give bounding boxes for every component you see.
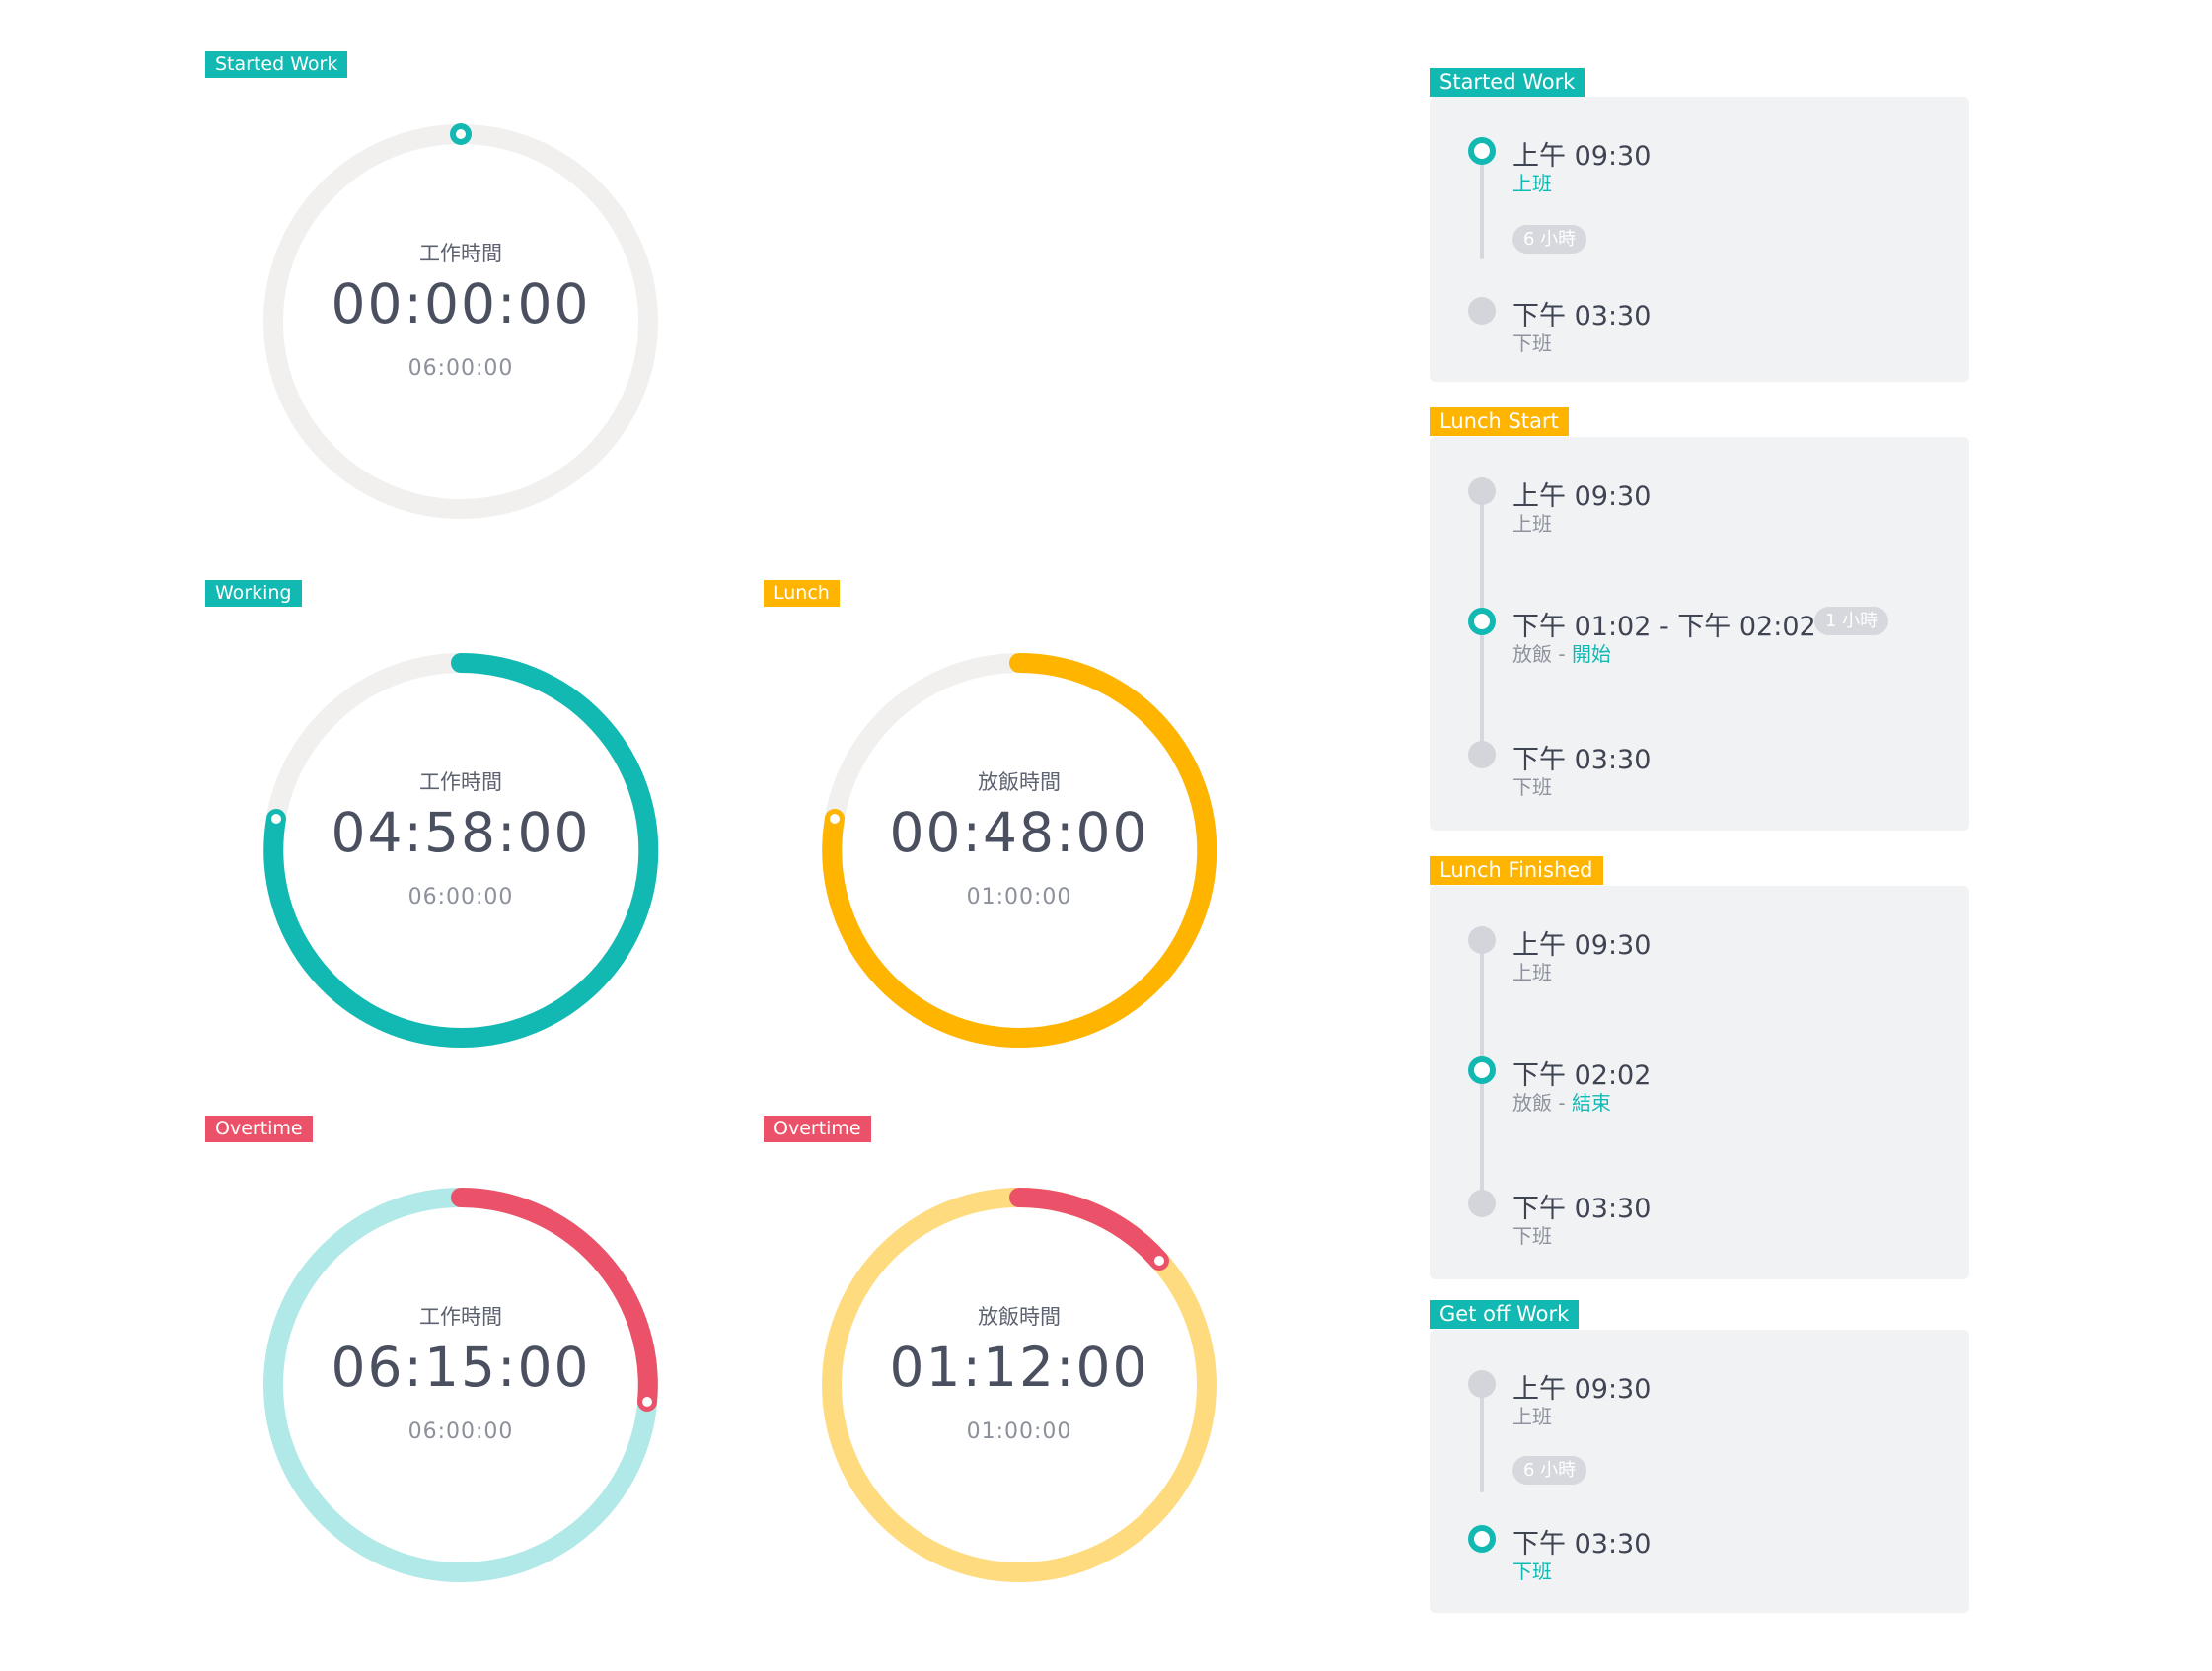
state-tag-overtime: Overtime [764, 1116, 871, 1142]
schedule-tag-lunch-start: Lunch Start [1430, 407, 1569, 436]
timeline-dot-active [1468, 137, 1496, 165]
entry-label: 下班 [1512, 1224, 1552, 1248]
entry-label-status: 開始 [1571, 642, 1611, 666]
timer-ring-graphic [263, 123, 658, 519]
schedule-card: 上午 09:30 上班 下午 01:02 - 下午 02:02 1 小時 放飯 … [1430, 437, 1969, 831]
state-tag-lunch: Lunch [764, 580, 840, 607]
elapsed-time: 00:00:00 [331, 272, 591, 335]
progress-arc [263, 653, 659, 1048]
entry-label: 下班 [1512, 775, 1552, 799]
timeline-dot-active [1468, 1056, 1496, 1084]
entry-time: 下午 03:30 [1512, 745, 1652, 775]
timer-ring-graphic [822, 1188, 1217, 1582]
progress-knob [830, 814, 840, 824]
elapsed-time: 06:15:00 [331, 1336, 591, 1399]
timeline-dot-active [1468, 608, 1496, 635]
state-tag-overtime: Overtime [205, 1116, 313, 1142]
timer-label: 工作時間 [419, 242, 502, 265]
schedule-tag-get-off-work: Get off Work [1430, 1300, 1580, 1329]
entry-label: 放飯 - 開始 [1512, 638, 1611, 667]
duration-pill: 6 小時 [1512, 1456, 1587, 1485]
timeline-dot [1468, 1190, 1496, 1217]
timer-ring-graphic [263, 1188, 658, 1582]
entry-time: 上午 09:30 [1512, 141, 1652, 172]
overtime-arc [1009, 1188, 1169, 1271]
work-timer-ring: 工作時間 06:15:00 06:00:00 [254, 1178, 668, 1592]
entry-time: 下午 03:30 [1512, 1194, 1652, 1224]
target-time: 01:00:00 [966, 1419, 1072, 1444]
lunch-timer-ring: 放飯時間 01:12:00 01:00:00 [812, 1178, 1226, 1592]
timer-label: 工作時間 [419, 1305, 502, 1329]
timeline-dot [1468, 1370, 1496, 1398]
timer-label: 放飯時間 [978, 1305, 1061, 1329]
entry-time: 上午 09:30 [1512, 481, 1652, 512]
schedule-card: 上午 09:30 上班 下午 02:02 放飯 - 結束 下午 03:30 下班 [1430, 886, 1969, 1279]
timer-label: 放飯時間 [978, 770, 1061, 794]
duration-pill: 1 小時 [1814, 607, 1889, 635]
target-time: 06:00:00 [407, 885, 514, 909]
state-tag-working: Working [205, 580, 302, 607]
work-timer-ring: 工作時間 00:00:00 06:00:00 [254, 114, 668, 529]
entry-label: 放飯 - 結束 [1512, 1087, 1611, 1116]
entry-label: 上班 [1512, 1405, 1552, 1428]
duration-pill: 6 小時 [1512, 225, 1587, 254]
timer-ring-graphic [822, 653, 1217, 1048]
timer-label: 工作時間 [419, 770, 502, 794]
progress-knob [271, 814, 281, 824]
timeline-dot [1468, 926, 1496, 954]
progress-knob [642, 1397, 652, 1407]
entry-label: 下班 [1512, 1560, 1552, 1583]
target-time: 06:00:00 [407, 356, 514, 381]
progress-knob [450, 123, 472, 145]
elapsed-time: 04:58:00 [331, 801, 591, 864]
elapsed-time: 01:12:00 [889, 1336, 1149, 1399]
entry-label: 上班 [1512, 172, 1552, 195]
schedule-tag-started-work: Started Work [1430, 68, 1585, 97]
entry-time: 上午 09:30 [1512, 930, 1652, 961]
entry-time: 下午 03:30 [1512, 301, 1652, 331]
timeline-dot [1468, 297, 1496, 325]
overtime-arc [451, 1188, 658, 1412]
timeline-dot [1468, 477, 1496, 505]
timer-ring-graphic [263, 653, 659, 1048]
entry-time: 上午 09:30 [1512, 1374, 1652, 1405]
timeline-dot [1468, 741, 1496, 768]
elapsed-time: 00:48:00 [889, 801, 1149, 864]
entry-label-status: 結束 [1571, 1091, 1611, 1115]
schedule-card: 上午 09:30 上班 6 小時 下午 03:30 下班 [1430, 97, 1969, 382]
work-timer-ring: 工作時間 04:58:00 06:00:00 [254, 643, 668, 1057]
lunch-timer-ring: 放飯時間 00:48:00 01:00:00 [812, 643, 1226, 1057]
entry-label: 上班 [1512, 961, 1552, 984]
timeline-line [1480, 151, 1484, 259]
schedule-card: 上午 09:30 上班 6 小時 下午 03:30 下班 [1430, 1330, 1969, 1613]
schedule-tag-lunch-finished: Lunch Finished [1430, 856, 1603, 885]
timeline-line [1480, 1384, 1484, 1492]
entry-time: 下午 01:02 - 下午 02:02 [1512, 612, 1816, 642]
entry-label: 下班 [1512, 331, 1552, 355]
timeline-dot-active [1468, 1525, 1496, 1553]
entry-time: 下午 03:30 [1512, 1529, 1652, 1560]
target-time: 06:00:00 [407, 1419, 514, 1444]
entry-label: 上班 [1512, 512, 1552, 536]
target-time: 01:00:00 [966, 885, 1072, 909]
entry-label-prefix: 放飯 - [1512, 1091, 1572, 1115]
entry-label-prefix: 放飯 - [1512, 642, 1572, 666]
progress-arc [822, 653, 1217, 1048]
progress-knob [1154, 1256, 1164, 1266]
state-tag-started-work: Started Work [205, 51, 348, 78]
entry-time: 下午 02:02 [1512, 1060, 1652, 1091]
